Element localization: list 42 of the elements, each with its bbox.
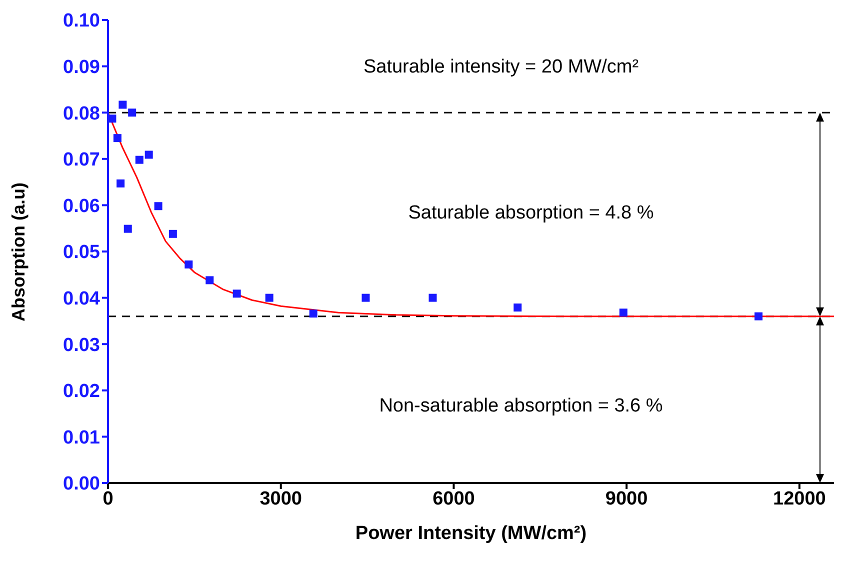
point <box>265 294 274 302</box>
point <box>135 156 144 164</box>
x-tick-label: 3000 <box>260 488 302 510</box>
point <box>206 276 214 284</box>
point <box>428 294 437 302</box>
point <box>514 304 522 312</box>
x-tick-label: 6000 <box>432 488 475 510</box>
line-series <box>108 112 834 318</box>
point <box>116 179 125 188</box>
y-tick-label: 0.04 <box>63 288 100 310</box>
x-axis-title: Power Intensity (MW/cm²) <box>355 523 587 544</box>
point <box>108 114 116 123</box>
y-tick-label: 0.05 <box>63 242 100 264</box>
annotation: Saturable absorption = 4.8 % <box>408 202 654 224</box>
y-tick-label: 0.03 <box>63 334 100 356</box>
y-tick-label: 0.09 <box>63 57 100 78</box>
y-tick-label: 0.00 <box>63 474 100 495</box>
y-tick-label: 0.08 <box>63 103 100 124</box>
y-axis-title: Absorption (a.u) <box>8 182 28 322</box>
point <box>118 100 127 109</box>
point <box>113 134 122 142</box>
y-tick-label: 0.07 <box>63 150 100 171</box>
point <box>754 312 763 320</box>
annotation: Saturable intensity = 20 MW/cm² <box>363 56 639 78</box>
point <box>144 150 153 159</box>
y-tick-label: 0.10 <box>63 10 100 32</box>
point <box>168 230 177 238</box>
point <box>619 308 628 317</box>
point <box>154 202 162 210</box>
point <box>362 294 370 302</box>
y-tick-label: 0.01 <box>63 427 100 448</box>
point <box>128 108 136 117</box>
x-tick-label: 9000 <box>605 488 648 510</box>
x-tick-label: 0 <box>102 488 114 510</box>
y-tick-label: 0.06 <box>63 196 100 217</box>
point <box>124 224 132 233</box>
point <box>309 310 318 318</box>
point <box>232 290 241 298</box>
annotation: Non-saturable absorption = 3.6 % <box>379 396 663 417</box>
x-tick-label: 12000 <box>773 488 826 510</box>
point <box>184 260 193 268</box>
y-tick-label: 0.02 <box>63 381 100 402</box>
